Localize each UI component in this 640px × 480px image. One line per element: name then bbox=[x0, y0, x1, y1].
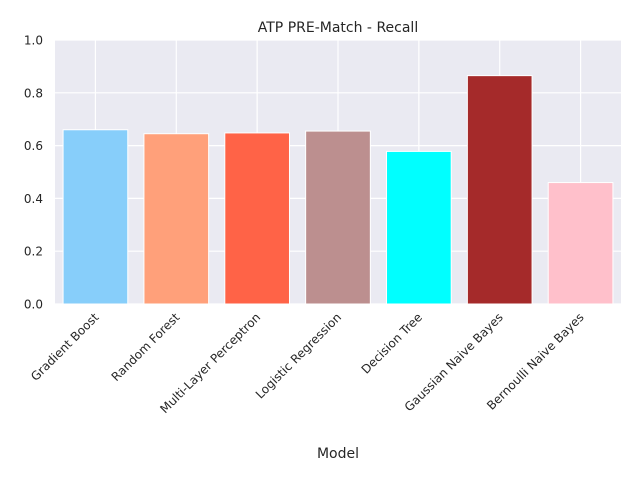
x-axis-label: Model bbox=[317, 446, 359, 462]
y-tick-labels: 0.0 0.2 0.4 0.6 0.8 1.0 bbox=[24, 34, 43, 312]
bar bbox=[305, 130, 371, 305]
bar bbox=[143, 133, 210, 305]
bar bbox=[62, 129, 129, 305]
y-tick-label: 0.2 bbox=[24, 245, 43, 259]
bar bbox=[547, 182, 614, 305]
x-tick-label: Logistic Regression bbox=[253, 310, 344, 401]
y-tick-label: 0.0 bbox=[24, 298, 43, 312]
chart-title: ATP PRE-Match - Recall bbox=[258, 20, 418, 36]
y-tick-label: 0.6 bbox=[24, 139, 43, 153]
x-tick-label: Random Forest bbox=[109, 310, 183, 384]
bar bbox=[224, 132, 290, 305]
y-tick-label: 0.8 bbox=[24, 86, 43, 100]
bar bbox=[386, 150, 452, 305]
y-tick-label: 1.0 bbox=[24, 34, 43, 48]
bars bbox=[62, 75, 614, 305]
x-tick-label: Gradient Boost bbox=[28, 310, 102, 384]
bar bbox=[466, 75, 533, 305]
x-tick-label: Decision Tree bbox=[359, 310, 425, 376]
y-tick-label: 0.4 bbox=[24, 192, 43, 206]
